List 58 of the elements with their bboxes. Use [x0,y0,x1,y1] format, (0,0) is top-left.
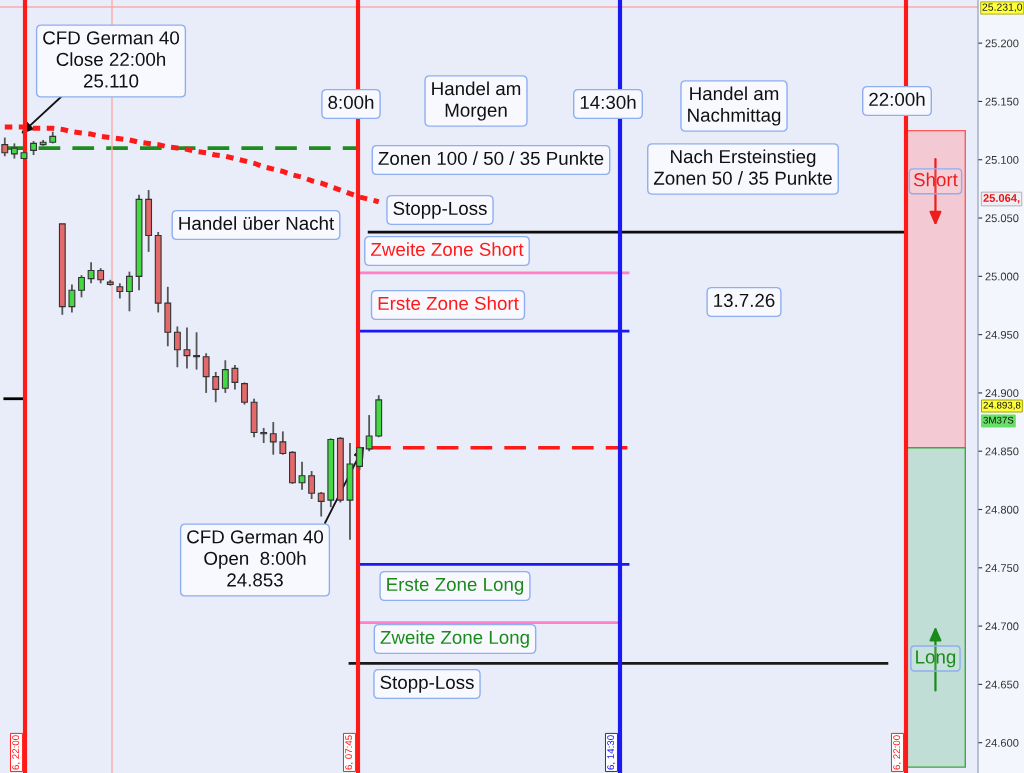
y-tick-label: 24.900 [985,389,1019,398]
annotation: 6, 22:00 [12,735,21,770]
candlestick [126,270,133,313]
candlestick [173,325,181,369]
annotation: Erste Zone Short [378,296,519,311]
y-tick-label: 24.600 [985,738,1019,747]
y-tick-label: 24.850 [985,447,1019,456]
y-tick-label: 25.100 [985,156,1019,164]
y-tick-label: 24.950 [985,330,1019,339]
text: 24.893,8 [983,401,1021,410]
annotation: 6, 07:45 [345,735,354,770]
annotation: Handel über Nacht [179,216,335,231]
annotation: 6, 14:30 [607,735,616,770]
annotation: Erste Zone Long [387,577,524,595]
candlestick [269,421,277,456]
annotation: Stopp-Loss [380,675,474,693]
candlestick [298,460,306,491]
annotation: Handel am Morgen [432,81,521,121]
candlestick [231,364,239,391]
candlestick [365,414,373,453]
annotation: CFD German 40 Open 8:00h 24.853 [187,530,324,587]
candlestick [193,331,200,371]
y-tick-label: 24.800 [985,505,1019,514]
candlestick [279,430,287,456]
candlestick [87,261,95,285]
annotation: 8:00h [328,95,374,110]
candlestick [212,371,220,404]
candlestick [308,470,316,500]
annotation: Handel am Nachmittag [688,86,781,126]
ref-line-label: 25.231,0 [982,3,1023,13]
text: 25.064, [983,194,1020,204]
annotation: 14:30h [580,95,636,110]
candlestick [183,326,191,370]
y-tick-label: 24.650 [985,680,1019,689]
annotation: Stopp-Loss [393,201,487,219]
annotation: Zweite Zone Short [371,242,524,257]
candlestick [1,136,9,158]
annotation: 13.7.26 [714,293,775,308]
y-tick-label: 25.200 [985,39,1019,48]
y-tick-label: 25.000 [985,272,1019,281]
candlestick [317,491,325,518]
annotation: Nach Ersteinstieg Zonen 50 / 35 Punkte [653,149,832,185]
annotation: CFD German 40 Close 22:00h 25.110 [43,31,180,88]
candlestick [202,352,210,394]
candlestick [221,359,229,394]
candlestick [68,283,76,314]
y-tick-label: 24.700 [985,622,1019,631]
candlestick [241,381,248,406]
annotation: 22:00h [869,92,925,107]
y-tick-label: 25.050 [985,214,1019,223]
y-tick-label: 24.750 [985,564,1019,572]
text: 3M37S [983,416,1014,424]
annotation: 6, 22:00 [893,735,902,770]
candlestick [260,426,268,444]
candlestick [78,274,85,299]
annotation: Zonen 100 / 50 / 35 Punkte [378,151,604,166]
annotation: Zweite Zone Long [380,630,529,648]
y-tick-label: 25.150 [985,97,1019,106]
